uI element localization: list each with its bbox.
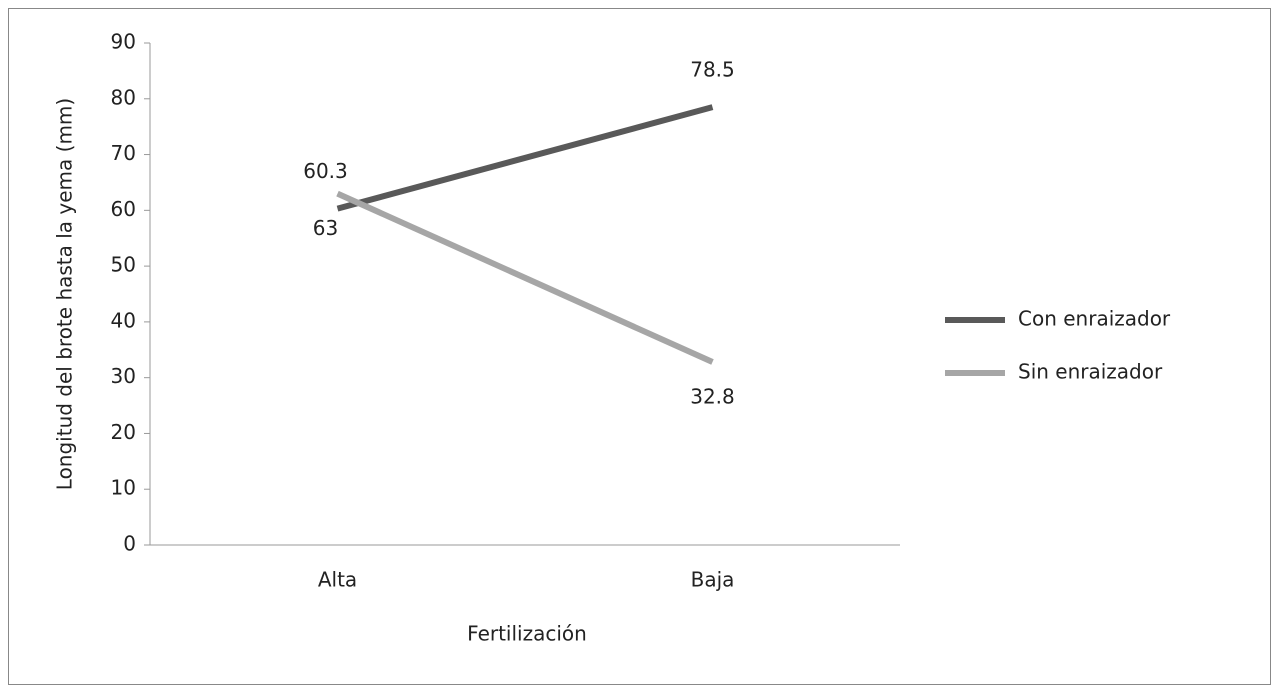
x-tick-label: Alta <box>318 568 357 592</box>
data-label: 60.3 <box>303 159 348 183</box>
data-label: 32.8 <box>690 385 735 409</box>
y-tick-label: 0 <box>123 532 136 556</box>
y-tick-label: 80 <box>111 85 136 109</box>
y-tick-label: 20 <box>111 420 136 444</box>
y-tick-label: 90 <box>111 30 136 54</box>
y-tick-label: 30 <box>111 364 136 388</box>
data-label: 63 <box>313 216 338 240</box>
series-line <box>336 104 714 212</box>
x-axis-title: Fertilización <box>467 622 587 646</box>
y-tick-label: 50 <box>111 253 136 277</box>
y-tick-label: 10 <box>111 476 136 500</box>
x-tick-label: Baja <box>691 568 735 592</box>
y-tick-label: 40 <box>111 308 136 332</box>
y-axis-title: Longitud del brote hasta la yema (mm) <box>53 98 77 490</box>
legend-label: Con enraizador <box>1018 307 1171 331</box>
y-tick-label: 60 <box>111 197 136 221</box>
y-tick-label: 70 <box>111 141 136 165</box>
series-line <box>336 190 714 365</box>
legend-label: Sin enraizador <box>1018 360 1163 384</box>
data-label: 78.5 <box>690 58 735 82</box>
chart-frame <box>8 8 1271 685</box>
